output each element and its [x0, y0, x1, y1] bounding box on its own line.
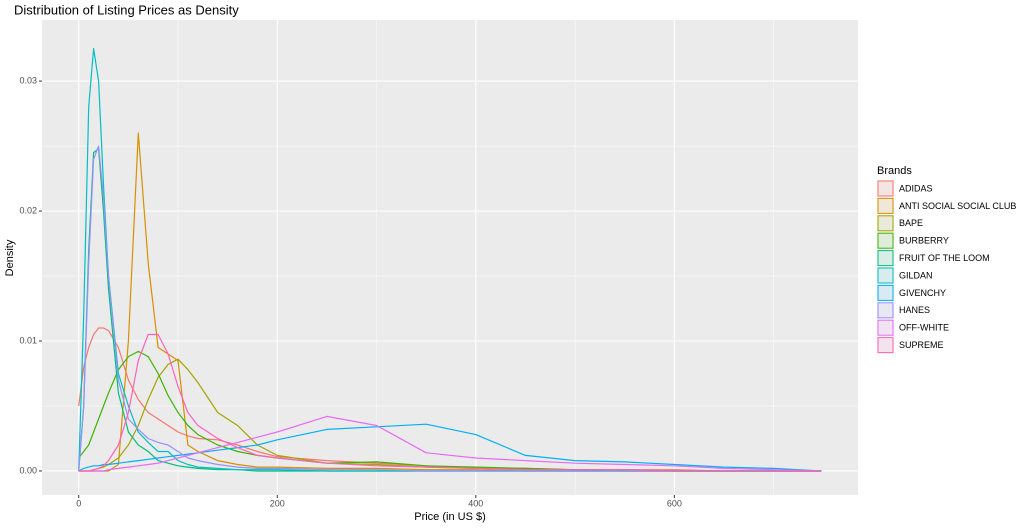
x-tick-label: 0 [76, 498, 81, 508]
legend-key [877, 267, 894, 284]
legend-label: GIVENCHY [899, 288, 946, 298]
y-tick-label: 0.01 [19, 335, 37, 345]
legend-key-bg [877, 319, 894, 337]
legend-key [877, 302, 894, 319]
legend-key [877, 215, 894, 232]
legend-label: BAPE [899, 218, 923, 228]
density-line [78, 415, 822, 472]
y-tick-label: 0.02 [19, 205, 37, 215]
x-tick-label: 600 [667, 498, 682, 508]
x-axis-title: Price (in US $) [414, 511, 486, 523]
legend-title: Brands [877, 165, 912, 177]
legend-key-bg [877, 284, 894, 302]
density-line [78, 145, 822, 472]
legend-key-bg [877, 249, 894, 267]
chart-title: Distribution of Listing Prices as Densit… [14, 2, 239, 17]
legend-label: FRUIT OF THE LOOM [899, 253, 990, 263]
y-tick-label: 0.03 [19, 75, 37, 85]
legend-key [877, 319, 894, 336]
legend-key [877, 250, 894, 267]
legend-key [877, 337, 894, 354]
legend-key-bg [877, 232, 894, 250]
legend-key [877, 284, 894, 301]
legend-label: GILDAN [899, 270, 933, 280]
density-line [78, 333, 822, 472]
legend-key-bg [877, 197, 894, 215]
legend-key-bg [877, 336, 894, 354]
legend-label: ANTI SOCIAL SOCIAL CLUB [899, 201, 1016, 211]
legend-label: BURBERRY [899, 236, 949, 246]
legend-label: OFF-WHITE [899, 323, 949, 333]
y-axis-title: Density [4, 239, 16, 276]
legend-key-bg [877, 301, 894, 319]
legend-key-bg [877, 267, 894, 284]
legend-label: ADIDAS [899, 183, 933, 193]
legend-label: HANES [899, 305, 930, 315]
x-tick-label: 400 [468, 498, 483, 508]
legend-key [877, 180, 894, 197]
legend-key [877, 232, 894, 249]
legend-key-bg [877, 180, 894, 197]
x-tick-label: 200 [270, 498, 285, 508]
legend-label: SUPREME [899, 340, 944, 350]
legend-key [877, 197, 894, 214]
legend-key-bg [877, 214, 894, 232]
y-tick-label: 0.00 [19, 465, 37, 475]
